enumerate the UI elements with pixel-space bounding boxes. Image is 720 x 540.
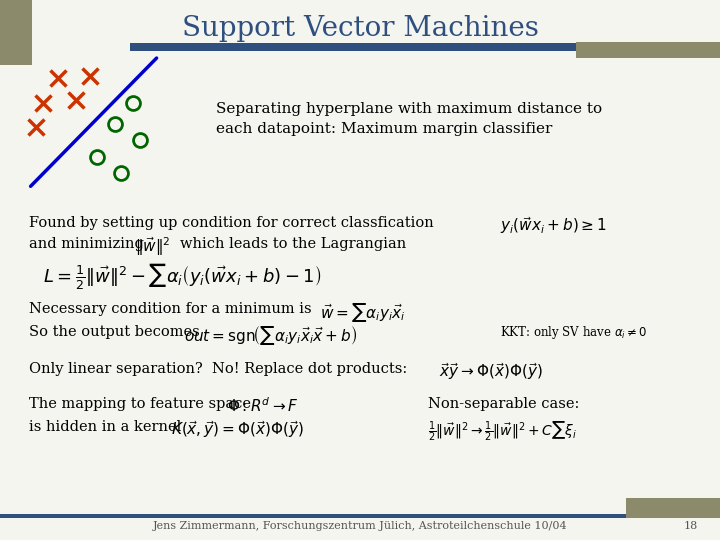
Text: 18: 18 xyxy=(684,521,698,531)
Text: Non-separable case:: Non-separable case: xyxy=(428,397,580,411)
Bar xyxy=(130,43,576,51)
Text: $K(\vec{x}, \vec{y}) = \Phi(\vec{x})\Phi(\vec{y})$: $K(\vec{x}, \vec{y}) = \Phi(\vec{x})\Phi… xyxy=(171,419,305,440)
Text: and minimizing: and minimizing xyxy=(29,237,144,251)
Text: Found by setting up condition for correct classfication: Found by setting up condition for correc… xyxy=(29,216,433,230)
Text: is hidden in a kernel: is hidden in a kernel xyxy=(29,420,181,434)
Text: $y_i(\vec{w}x_i + b) \geq 1$: $y_i(\vec{w}x_i + b) \geq 1$ xyxy=(500,215,608,236)
Text: Jens Zimmermann, Forschungszentrum Jülich, Astroteilchenschule 10/04: Jens Zimmermann, Forschungszentrum Jülic… xyxy=(153,521,567,531)
Text: Necessary condition for a minimum is: Necessary condition for a minimum is xyxy=(29,302,312,316)
Bar xyxy=(0,514,720,518)
Bar xyxy=(0,0,32,65)
Text: $\vec{w} = \sum \alpha_i y_i \vec{x}_i$: $\vec{w} = \sum \alpha_i y_i \vec{x}_i$ xyxy=(320,301,406,325)
Text: KKT: only SV have $\alpha_i \neq 0$: KKT: only SV have $\alpha_i \neq 0$ xyxy=(500,324,648,341)
Text: $\Phi: R^d \rightarrow F$: $\Phi: R^d \rightarrow F$ xyxy=(227,396,299,415)
Text: So the output becomes: So the output becomes xyxy=(29,325,199,339)
Text: $L = \frac{1}{2}\|\vec{w}\|^2 - \sum \alpha_i \left(y_i(\vec{w}x_i + b) - 1\righ: $L = \frac{1}{2}\|\vec{w}\|^2 - \sum \al… xyxy=(43,262,322,292)
Text: Support Vector Machines: Support Vector Machines xyxy=(181,15,539,42)
Text: The mapping to feature space: The mapping to feature space xyxy=(29,397,251,411)
Text: Only linear separation?  No! Replace dot products:: Only linear separation? No! Replace dot … xyxy=(29,362,407,376)
Bar xyxy=(576,42,720,58)
Text: $out = \mathrm{sgn}\!\left(\sum \alpha_i y_i \vec{x}_i \vec{x} + b\right)$: $out = \mathrm{sgn}\!\left(\sum \alpha_i… xyxy=(184,324,356,347)
Text: $\frac{1}{2}\|\vec{w}\|^2 \rightarrow \frac{1}{2}\|\vec{w}\|^2 + C\sum\xi_i$: $\frac{1}{2}\|\vec{w}\|^2 \rightarrow \f… xyxy=(428,419,577,443)
Text: $\|\vec{w}\|^2$: $\|\vec{w}\|^2$ xyxy=(135,235,171,258)
Text: $\vec{x}\vec{y} \rightarrow \Phi(\vec{x})\Phi(\vec{y})$: $\vec{x}\vec{y} \rightarrow \Phi(\vec{x}… xyxy=(439,361,543,382)
Bar xyxy=(626,498,720,518)
Text: which leads to the Lagrangian: which leads to the Lagrangian xyxy=(180,237,406,251)
Text: Separating hyperplane with maximum distance to
each datapoint: Maximum margin cl: Separating hyperplane with maximum dista… xyxy=(216,102,602,136)
